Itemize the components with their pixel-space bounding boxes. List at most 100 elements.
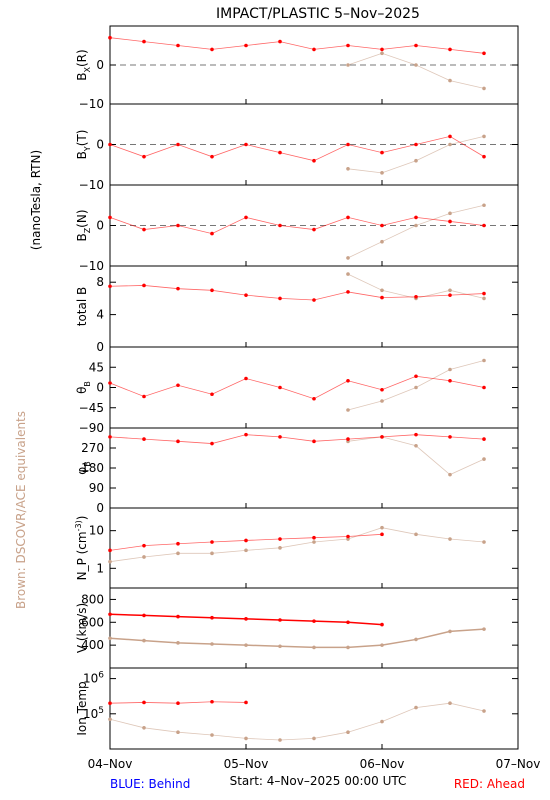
data-point (482, 291, 486, 296)
data-point (414, 158, 418, 163)
data-point (244, 538, 248, 543)
data-point (278, 150, 282, 155)
y-tick-label: 8 (96, 275, 104, 289)
data-point (346, 534, 350, 539)
data-point (108, 701, 112, 706)
series-trace-dscovrace (347, 52, 485, 89)
data-point (108, 612, 112, 617)
data-point (210, 615, 214, 620)
series-trace-dscovrace (109, 702, 485, 741)
panel-theta: 45 0 −45 −90 θB (75, 346, 519, 435)
data-point (380, 223, 384, 228)
panel-frame (109, 507, 519, 589)
data-point (142, 555, 146, 559)
y-axis-label: N_P (cm-3)) (74, 516, 89, 581)
y-tick-label: 600 (81, 615, 104, 629)
data-point (210, 392, 214, 397)
data-point (414, 637, 418, 642)
x-axis: 04–Nov 05–Nov 06–Nov 07–Nov (88, 757, 541, 771)
data-point (210, 231, 214, 236)
data-point (176, 43, 180, 48)
data-point (380, 51, 384, 56)
data-point (482, 540, 486, 544)
data-point (244, 215, 248, 220)
series-trace-ahead (109, 37, 485, 54)
data-point (448, 701, 452, 706)
data-point (210, 642, 214, 646)
y-tick-label: 0 (96, 501, 104, 515)
data-point (346, 167, 350, 171)
data-point (346, 730, 350, 735)
data-point (414, 532, 418, 537)
series-trace-dscovrace (347, 136, 485, 174)
data-point (210, 154, 214, 159)
data-point (176, 551, 180, 556)
data-point (380, 47, 384, 52)
data-point (278, 435, 282, 439)
data-point (482, 627, 486, 631)
data-point (278, 546, 282, 550)
data-point (278, 223, 282, 228)
data-point (142, 39, 146, 44)
units-label: (nanoTesla, RTN) (29, 150, 43, 250)
data-point (108, 435, 112, 439)
data-point (346, 378, 350, 383)
data-point (176, 286, 180, 291)
footer-behind: BLUE: Behind (110, 777, 190, 791)
panel-bx: 0 −10 BX(R) (75, 25, 519, 111)
panels: 0 −10 BX(R) 0 −10 BY(T) 0 −10 BZ(N) 8 4 0 total B 45 0… (74, 25, 519, 750)
data-point (312, 619, 316, 623)
data-point (142, 394, 146, 399)
data-point (278, 618, 282, 622)
y-tick-label: 0 (96, 58, 104, 72)
data-point (380, 622, 384, 627)
data-point (482, 296, 486, 301)
data-point (346, 215, 350, 220)
panel-frame (109, 667, 519, 750)
data-point (108, 142, 112, 147)
data-point (312, 645, 316, 650)
data-point (244, 376, 248, 381)
data-point (176, 439, 180, 444)
side-note: Brown: DSCOVR/ACE equivalents (14, 411, 28, 609)
data-point (244, 43, 248, 48)
data-point (142, 437, 146, 441)
data-point (448, 629, 452, 634)
data-point (142, 154, 146, 159)
data-point (210, 540, 214, 544)
data-point (414, 705, 418, 710)
data-point (278, 738, 282, 742)
footer-ahead: RED: Ahead (454, 777, 525, 791)
data-point (108, 381, 112, 385)
data-point (176, 541, 180, 546)
data-point (380, 532, 384, 537)
data-point (108, 548, 112, 553)
data-point (414, 215, 418, 220)
data-point (312, 396, 316, 401)
y-axis-label: V (km/s) (75, 603, 89, 653)
data-point (346, 142, 350, 147)
data-point (176, 614, 180, 619)
data-point (414, 374, 418, 379)
data-point (448, 134, 452, 139)
data-point (210, 47, 214, 52)
y-tick-label: 1 (96, 561, 104, 575)
data-point (142, 700, 146, 705)
series-trace-ahead (109, 216, 485, 235)
data-point (448, 219, 452, 224)
series-trace-dscovrace (347, 436, 485, 476)
y-axis-label: BX(R) (75, 49, 92, 80)
data-point (414, 432, 418, 437)
data-point (210, 551, 214, 556)
data-point (380, 399, 384, 403)
y-tick-label: 4 (96, 308, 104, 322)
series-trace-ahead (109, 434, 485, 444)
x-tick-label: 06–Nov (360, 757, 405, 771)
data-point (380, 239, 384, 244)
data-point (312, 47, 316, 52)
series-trace-ahead (109, 375, 485, 400)
data-point (346, 256, 350, 260)
y-tick-label: 800 (81, 592, 104, 606)
